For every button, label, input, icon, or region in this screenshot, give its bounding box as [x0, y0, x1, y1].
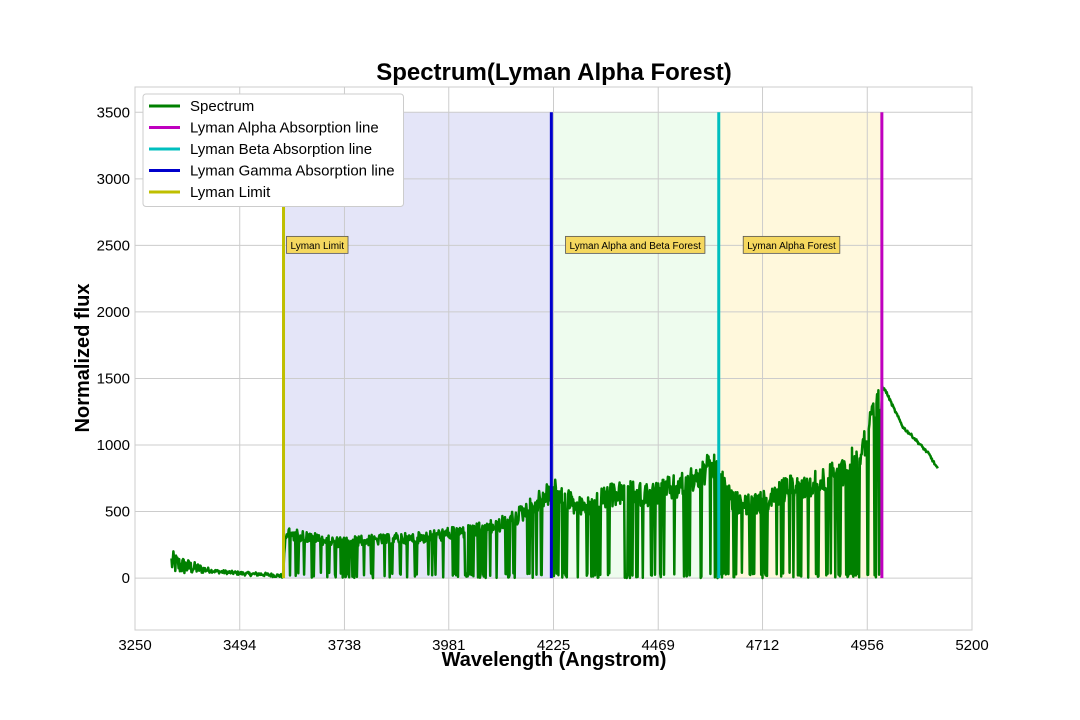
- y-tick-label-0: 0: [122, 570, 130, 587]
- region-annotations: Lyman Limit Lyman Alpha and Beta Forest Ly…: [286, 235, 841, 254]
- x-tick-label-4: 4225: [537, 637, 570, 654]
- annotation-text-0: Lyman Limit: [291, 241, 345, 252]
- y-tick-label-6: 3000: [97, 171, 130, 188]
- x-tick-label-7: 4956: [851, 637, 884, 654]
- annotation-box-1: [565, 235, 706, 254]
- y-axis-ticks: 0 500 1000 1500 2000 2500 3000 3500: [97, 104, 130, 587]
- x-tick-label-6: 4712: [746, 637, 779, 654]
- y-tick-label-7: 3500: [97, 104, 130, 121]
- annotation-2: Lyman Alpha Forest: [742, 235, 841, 254]
- x-tick-label-8: 5200: [955, 637, 988, 654]
- annotation-0: Lyman Limit: [286, 235, 349, 254]
- x-tick-label-5: 4469: [642, 637, 675, 654]
- x-tick-label-0: 3250: [118, 637, 151, 654]
- x-axis-ticks: 3250 3494 3738 3981 4225 4469 4712 4956 5200: [118, 637, 988, 654]
- annotation-box-2: [742, 235, 841, 254]
- y-tick-label-1: 500: [105, 504, 130, 521]
- y-tick-label-5: 2500: [97, 237, 130, 254]
- annotation-box-0: [286, 235, 349, 254]
- legend-label-3: Lyman Gamma Absorption line: [190, 163, 395, 180]
- annotation-text-1: Lyman Alpha and Beta Forest: [570, 241, 702, 252]
- x-tick-label-1: 3494: [223, 637, 256, 654]
- y-tick-label-3: 1500: [97, 370, 130, 387]
- x-tick-label-2: 3738: [328, 637, 361, 654]
- legend: Spectrum Lyman Alpha Absorption line Lyman…: [142, 93, 404, 207]
- x-axis-label: Wavelength (Angstrom): [442, 649, 667, 671]
- spectrum-line-0: [170, 385, 939, 580]
- legend-label-0: Spectrum: [190, 98, 254, 115]
- legend-label-2: Lyman Beta Absorption line: [190, 141, 372, 158]
- annotation-text-2: Lyman Alpha Forest: [747, 241, 836, 252]
- y-axis-label: Normalized flux: [72, 284, 94, 433]
- chart-title: Spectrum(Lyman Alpha Forest): [376, 59, 732, 86]
- y-tick-label-2: 1000: [97, 437, 130, 454]
- absorption-lines: [282, 112, 884, 579]
- spectrum-series-group: [170, 385, 939, 580]
- legend-label-1: Lyman Alpha Absorption line: [190, 120, 379, 137]
- annotation-1: Lyman Alpha and Beta Forest: [565, 235, 706, 254]
- legend-frame: [142, 93, 404, 207]
- x-tick-label-3: 3981: [432, 637, 465, 654]
- legend-label-4: Lyman Limit: [190, 184, 271, 201]
- y-tick-label-4: 2000: [97, 304, 130, 321]
